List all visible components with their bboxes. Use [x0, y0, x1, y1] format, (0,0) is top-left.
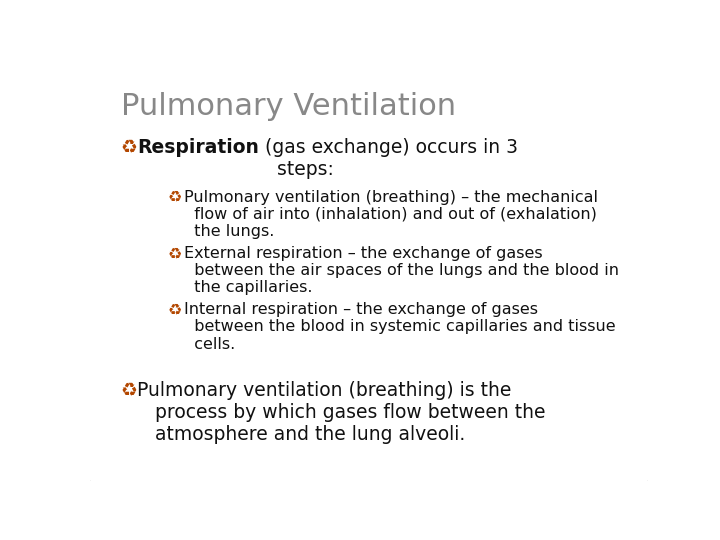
- Text: ♻: ♻: [121, 138, 138, 157]
- Text: ♻: ♻: [168, 302, 182, 317]
- Text: Pulmonary ventilation (breathing) – the mechanical
  flow of air into (inhalatio: Pulmonary ventilation (breathing) – the …: [184, 190, 598, 239]
- Text: Respiration: Respiration: [138, 138, 259, 157]
- Text: Pulmonary Ventilation: Pulmonary Ventilation: [121, 92, 456, 121]
- Text: (gas exchange) occurs in 3
   steps:: (gas exchange) occurs in 3 steps:: [259, 138, 518, 179]
- Text: Internal respiration – the exchange of gases
  between the blood in systemic cap: Internal respiration – the exchange of g…: [184, 302, 616, 352]
- Text: Pulmonary ventilation (breathing) is the
   process by which gases flow between : Pulmonary ventilation (breathing) is the…: [138, 381, 546, 444]
- Text: External respiration – the exchange of gases
  between the air spaces of the lun: External respiration – the exchange of g…: [184, 246, 618, 295]
- FancyBboxPatch shape: [87, 63, 651, 483]
- Text: ♻: ♻: [168, 246, 182, 261]
- Text: ♻: ♻: [121, 381, 138, 400]
- Text: ♻: ♻: [168, 190, 182, 205]
